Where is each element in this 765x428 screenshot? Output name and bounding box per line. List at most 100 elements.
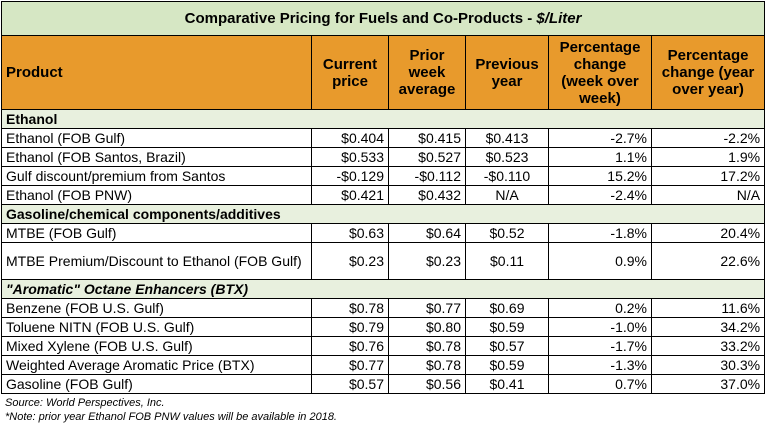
table-notes: Source: World Perspectives, Inc. *Note: … xyxy=(1,396,764,424)
cell-previous-year: N/A xyxy=(465,185,549,205)
table-title-unit: $/Liter xyxy=(536,9,582,27)
cell-prior-week-average: $0.527 xyxy=(388,147,466,167)
cell-pct-change-year: 1.9% xyxy=(650,147,765,167)
cell-pct-change-year: 37.0% xyxy=(650,374,765,394)
column-header-pct-change-year: Percentage change (year over year) xyxy=(650,35,765,110)
cell-product: MTBE Premium/Discount to Ethanol (FOB Gu… xyxy=(1,242,312,280)
cell-prior-week-average: $0.64 xyxy=(388,223,466,243)
cell-previous-year: $0.413 xyxy=(465,128,549,148)
cell-previous-year: $0.69 xyxy=(465,298,549,318)
cell-pct-change-year: 11.6% xyxy=(650,298,765,318)
cell-product: Weighted Average Aromatic Price (BTX) xyxy=(1,355,312,375)
column-header-current-price: Current price xyxy=(311,35,389,110)
cell-previous-year: -$0.110 xyxy=(465,166,549,186)
table-title-main: Comparative Pricing for Fuels and Co-Pro… xyxy=(184,9,537,27)
table-row: MTBE Premium/Discount to Ethanol (FOB Gu… xyxy=(1,242,765,280)
pricing-table: Comparative Pricing for Fuels and Co-Pro… xyxy=(0,1,765,394)
column-header-pct-change-week: Percentage change (week over week) xyxy=(548,35,652,110)
cell-product: Toluene NITN (FOB U.S. Gulf) xyxy=(1,317,312,337)
cell-pct-change-week: 0.9% xyxy=(548,242,652,280)
table-row: Gulf discount/premium from Santos -$0.129… xyxy=(1,166,765,186)
cell-pct-change-year: 34.2% xyxy=(650,317,765,337)
column-header-product: Product xyxy=(1,35,312,110)
cell-prior-week-average: $0.415 xyxy=(388,128,466,148)
cell-product: Ethanol (FOB PNW) xyxy=(1,185,312,205)
section-header-row: Ethanol xyxy=(0,109,765,129)
cell-current-price: $0.57 xyxy=(311,374,389,394)
section-header-row: Gasoline/chemical components/additives xyxy=(0,204,765,224)
cell-prior-week-average: -$0.112 xyxy=(388,166,466,186)
cell-previous-year: $0.11 xyxy=(465,242,549,280)
cell-product: Gasoline (FOB Gulf) xyxy=(1,374,312,394)
cell-prior-week-average: $0.23 xyxy=(388,242,466,280)
table-title: Comparative Pricing for Fuels and Co-Pro… xyxy=(0,1,765,36)
cell-product: Benzene (FOB U.S. Gulf) xyxy=(1,298,312,318)
column-header-previous-year: Previous year xyxy=(465,35,549,110)
cell-previous-year: $0.523 xyxy=(465,147,549,167)
table-row: MTBE (FOB Gulf) $0.63 $0.64 $0.52 -1.8% 20.4% xyxy=(1,223,765,243)
table-row: Ethanol (FOB Santos, Brazil) $0.533 $0.527… xyxy=(1,147,765,167)
cell-prior-week-average: $0.80 xyxy=(388,317,466,337)
table-body: Ethanol Ethanol (FOB Gulf) $0.404 $0.415 $0.… xyxy=(0,109,765,394)
cell-previous-year: $0.52 xyxy=(465,223,549,243)
cell-pct-change-week: -1.8% xyxy=(548,223,652,243)
cell-pct-change-week: 0.2% xyxy=(548,298,652,318)
table-row: Ethanol (FOB Gulf) $0.404 $0.415 $0.413 -2.7… xyxy=(1,128,765,148)
table-title-row: Comparative Pricing for Fuels and Co-Pro… xyxy=(0,1,765,36)
cell-pct-change-week: 1.1% xyxy=(548,147,652,167)
cell-prior-week-average: $0.56 xyxy=(388,374,466,394)
cell-previous-year: $0.59 xyxy=(465,355,549,375)
column-header-prior-week-average: Prior week average xyxy=(388,35,466,110)
cell-current-price: $0.421 xyxy=(311,185,389,205)
cell-previous-year: $0.59 xyxy=(465,317,549,337)
cell-prior-week-average: $0.77 xyxy=(388,298,466,318)
table-row: Benzene (FOB U.S. Gulf) $0.78 $0.77 $0.69 0.… xyxy=(1,298,765,318)
cell-product: Ethanol (FOB Gulf) xyxy=(1,128,312,148)
cell-current-price: $0.79 xyxy=(311,317,389,337)
cell-current-price: -$0.129 xyxy=(311,166,389,186)
cell-pct-change-year: N/A xyxy=(650,185,765,205)
cell-pct-change-week: -2.7% xyxy=(548,128,652,148)
cell-current-price: $0.404 xyxy=(311,128,389,148)
section-header-row: "Aromatic" Octane Enhancers (BTX) xyxy=(0,279,765,299)
cell-prior-week-average: $0.78 xyxy=(388,336,466,356)
cell-current-price: $0.533 xyxy=(311,147,389,167)
cell-pct-change-year: 33.2% xyxy=(650,336,765,356)
cell-pct-change-week: -2.4% xyxy=(548,185,652,205)
table-row: Toluene NITN (FOB U.S. Gulf) $0.79 $0.80 $0… xyxy=(1,317,765,337)
cell-pct-change-year: 17.2% xyxy=(650,166,765,186)
cell-pct-change-year: 22.6% xyxy=(650,242,765,280)
cell-previous-year: $0.41 xyxy=(465,374,549,394)
cell-product: Gulf discount/premium from Santos xyxy=(1,166,312,186)
cell-pct-change-year: 20.4% xyxy=(650,223,765,243)
column-header-row: Product Current price Prior week average… xyxy=(1,35,765,110)
cell-pct-change-week: 15.2% xyxy=(548,166,652,186)
table-row: Ethanol (FOB PNW) $0.421 $0.432 N/A -2.4% N/A xyxy=(1,185,765,205)
footnote: *Note: prior year Ethanol FOB PNW values… xyxy=(5,411,337,423)
cell-pct-change-week: -1.7% xyxy=(548,336,652,356)
cell-current-price: $0.76 xyxy=(311,336,389,356)
section-title: Gasoline/chemical components/additives xyxy=(0,204,765,224)
source-note: Source: World Perspectives, Inc. xyxy=(5,397,165,409)
cell-pct-change-year: 30.3% xyxy=(650,355,765,375)
cell-pct-change-year: -2.2% xyxy=(650,128,765,148)
cell-pct-change-week: 0.7% xyxy=(548,374,652,394)
cell-current-price: $0.78 xyxy=(311,298,389,318)
table-row: Gasoline (FOB Gulf) $0.57 $0.56 $0.41 0.7% 37… xyxy=(1,374,765,394)
cell-previous-year: $0.57 xyxy=(465,336,549,356)
table-row: Mixed Xylene (FOB U.S. Gulf) $0.76 $0.78 $0… xyxy=(1,336,765,356)
section-title: "Aromatic" Octane Enhancers (BTX) xyxy=(0,279,765,299)
section-title: Ethanol xyxy=(0,109,765,129)
cell-product: Ethanol (FOB Santos, Brazil) xyxy=(1,147,312,167)
cell-pct-change-week: -1.3% xyxy=(548,355,652,375)
cell-prior-week-average: $0.432 xyxy=(388,185,466,205)
cell-product: MTBE (FOB Gulf) xyxy=(1,223,312,243)
table-row: Weighted Average Aromatic Price (BTX) $0.… xyxy=(1,355,765,375)
cell-current-price: $0.63 xyxy=(311,223,389,243)
cell-product: Mixed Xylene (FOB U.S. Gulf) xyxy=(1,336,312,356)
cell-current-price: $0.77 xyxy=(311,355,389,375)
cell-current-price: $0.23 xyxy=(311,242,389,280)
cell-prior-week-average: $0.78 xyxy=(388,355,466,375)
cell-pct-change-week: -1.0% xyxy=(548,317,652,337)
